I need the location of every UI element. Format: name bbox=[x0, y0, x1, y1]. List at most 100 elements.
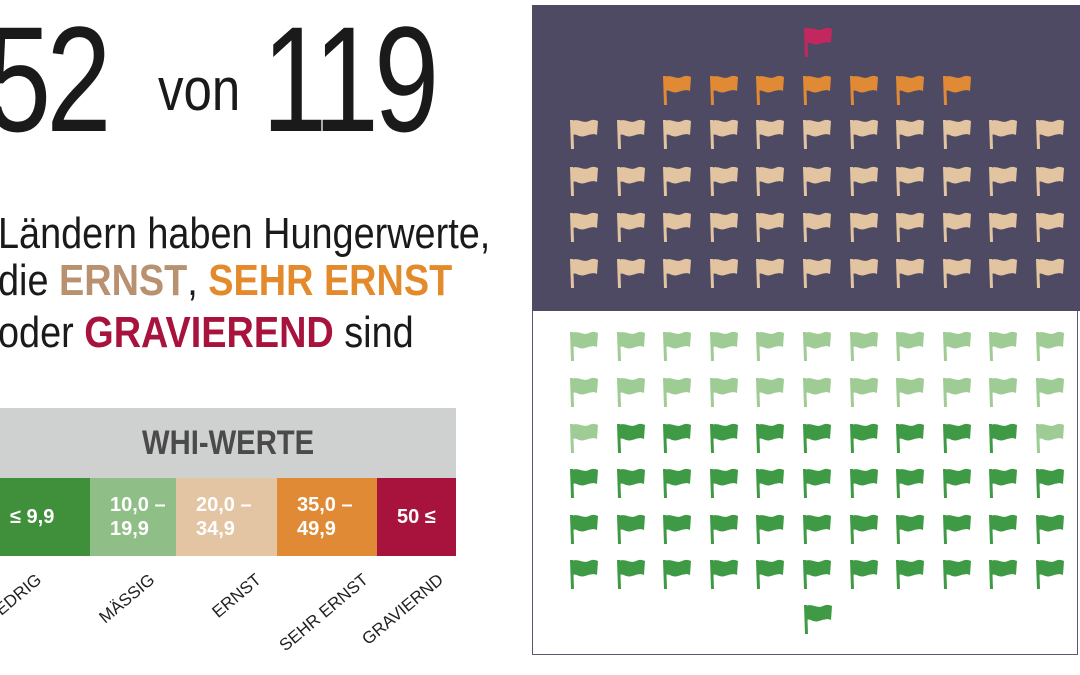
flag-icon bbox=[845, 420, 881, 456]
legend-label-gravierend: GRAVIERND bbox=[358, 570, 448, 649]
flag-icon bbox=[658, 255, 694, 291]
flag-icon bbox=[984, 511, 1020, 547]
flag-icon bbox=[984, 420, 1020, 456]
flag-icon bbox=[938, 163, 974, 199]
flag-icon bbox=[798, 465, 834, 501]
legend-cell-sehr-ernst: 35,0 – 49,9 bbox=[277, 478, 377, 556]
flag-icon bbox=[798, 374, 834, 410]
flag-icon bbox=[1031, 255, 1067, 291]
flag-icon bbox=[891, 72, 927, 108]
flag-icon bbox=[751, 255, 787, 291]
flag-icon bbox=[658, 556, 694, 592]
flag-icon bbox=[658, 374, 694, 410]
flag-icon bbox=[845, 209, 881, 245]
flag-icon bbox=[705, 255, 741, 291]
flag-icon bbox=[1031, 420, 1067, 456]
subtitle-text: , bbox=[187, 256, 209, 305]
flag-icon bbox=[984, 163, 1020, 199]
flag-icon bbox=[984, 556, 1020, 592]
flag-icon bbox=[751, 209, 787, 245]
flag-icon bbox=[612, 328, 648, 364]
whi-legend: WHI-WERTE ≤ 9,9 10,0 – 19,9 20,0 – 34,9 … bbox=[0, 408, 456, 556]
flag-icon bbox=[705, 116, 741, 152]
flag-icon bbox=[845, 163, 881, 199]
flag-icon bbox=[751, 374, 787, 410]
subtitle-line-2: die ERNST, SEHR ERNST bbox=[0, 259, 452, 303]
flag-icon bbox=[938, 328, 974, 364]
flag-icon bbox=[845, 465, 881, 501]
legend-title: WHI-WERTE bbox=[141, 423, 315, 462]
flag-icon bbox=[845, 116, 881, 152]
legend-label-niedrig: NIEDRIG bbox=[0, 570, 46, 631]
flag-icon bbox=[799, 601, 835, 637]
flag-icon bbox=[658, 420, 694, 456]
flag-icon bbox=[798, 328, 834, 364]
flag-icon bbox=[751, 72, 787, 108]
flag-icon bbox=[845, 72, 881, 108]
flag-icon bbox=[798, 209, 834, 245]
flag-icon bbox=[658, 209, 694, 245]
flag-icon bbox=[845, 374, 881, 410]
flag-icon bbox=[705, 465, 741, 501]
flag-icon bbox=[705, 420, 741, 456]
flag-icon bbox=[984, 465, 1020, 501]
flag-icon bbox=[891, 163, 927, 199]
flag-icon bbox=[891, 209, 927, 245]
flag-icon bbox=[938, 465, 974, 501]
legend-cell-niedrig: ≤ 9,9 bbox=[0, 478, 90, 556]
legend-cell-maessig: 10,0 – 19,9 bbox=[90, 478, 176, 556]
flag-icon bbox=[798, 511, 834, 547]
flag-icon bbox=[1031, 328, 1067, 364]
legend-label-sehr-ernst: SEHR ERNST bbox=[275, 570, 372, 655]
flag-icon bbox=[705, 556, 741, 592]
highlight-sehr-ernst: SEHR ERNST bbox=[208, 256, 453, 305]
flag-icon bbox=[891, 374, 927, 410]
flag-icon bbox=[612, 556, 648, 592]
flag-icon bbox=[1031, 556, 1067, 592]
flag-icon bbox=[1031, 374, 1067, 410]
flag-icon bbox=[658, 328, 694, 364]
flag-icon bbox=[984, 328, 1020, 364]
flag-icon bbox=[984, 255, 1020, 291]
flag-icon bbox=[751, 511, 787, 547]
flag-icon bbox=[658, 163, 694, 199]
flag-icon bbox=[612, 209, 648, 245]
flag-icon bbox=[565, 420, 601, 456]
flag-icon bbox=[565, 163, 601, 199]
flag-icon bbox=[798, 420, 834, 456]
flag-icon bbox=[612, 163, 648, 199]
flag-icon bbox=[705, 163, 741, 199]
flag-icon bbox=[612, 116, 648, 152]
flag-icon bbox=[938, 209, 974, 245]
subtitle-text: sind bbox=[333, 308, 414, 357]
flag-icon bbox=[891, 116, 927, 152]
flag-icon bbox=[751, 420, 787, 456]
flag-icon bbox=[798, 255, 834, 291]
flag-icon bbox=[658, 116, 694, 152]
flag-icon bbox=[705, 72, 741, 108]
flag-icon bbox=[751, 465, 787, 501]
flag-icon bbox=[798, 72, 834, 108]
flag-icon bbox=[751, 328, 787, 364]
flag-icon bbox=[984, 374, 1020, 410]
legend-cell-gravierend: 50 ≤ bbox=[377, 478, 456, 556]
flag-icon bbox=[1031, 465, 1067, 501]
flag-icon bbox=[1031, 163, 1067, 199]
flag-icon bbox=[798, 163, 834, 199]
flag-icon bbox=[1031, 511, 1067, 547]
highlight-ernst: ERNST bbox=[59, 256, 188, 305]
flag-icon bbox=[751, 556, 787, 592]
flag-icon bbox=[705, 209, 741, 245]
flag-icon bbox=[891, 556, 927, 592]
subtitle-line-3: oder GRAVIEREND sind bbox=[0, 311, 414, 355]
subtitle-text: oder bbox=[0, 308, 85, 357]
flag-icon bbox=[705, 511, 741, 547]
flag-icon bbox=[938, 116, 974, 152]
flag-icon bbox=[798, 116, 834, 152]
flag-icon bbox=[565, 511, 601, 547]
headline-count: 52 bbox=[0, 0, 111, 163]
legend-cell-ernst: 20,0 – 34,9 bbox=[176, 478, 277, 556]
legend-header: WHI-WERTE bbox=[0, 408, 456, 478]
flag-icon bbox=[565, 328, 601, 364]
flag-icon bbox=[751, 116, 787, 152]
